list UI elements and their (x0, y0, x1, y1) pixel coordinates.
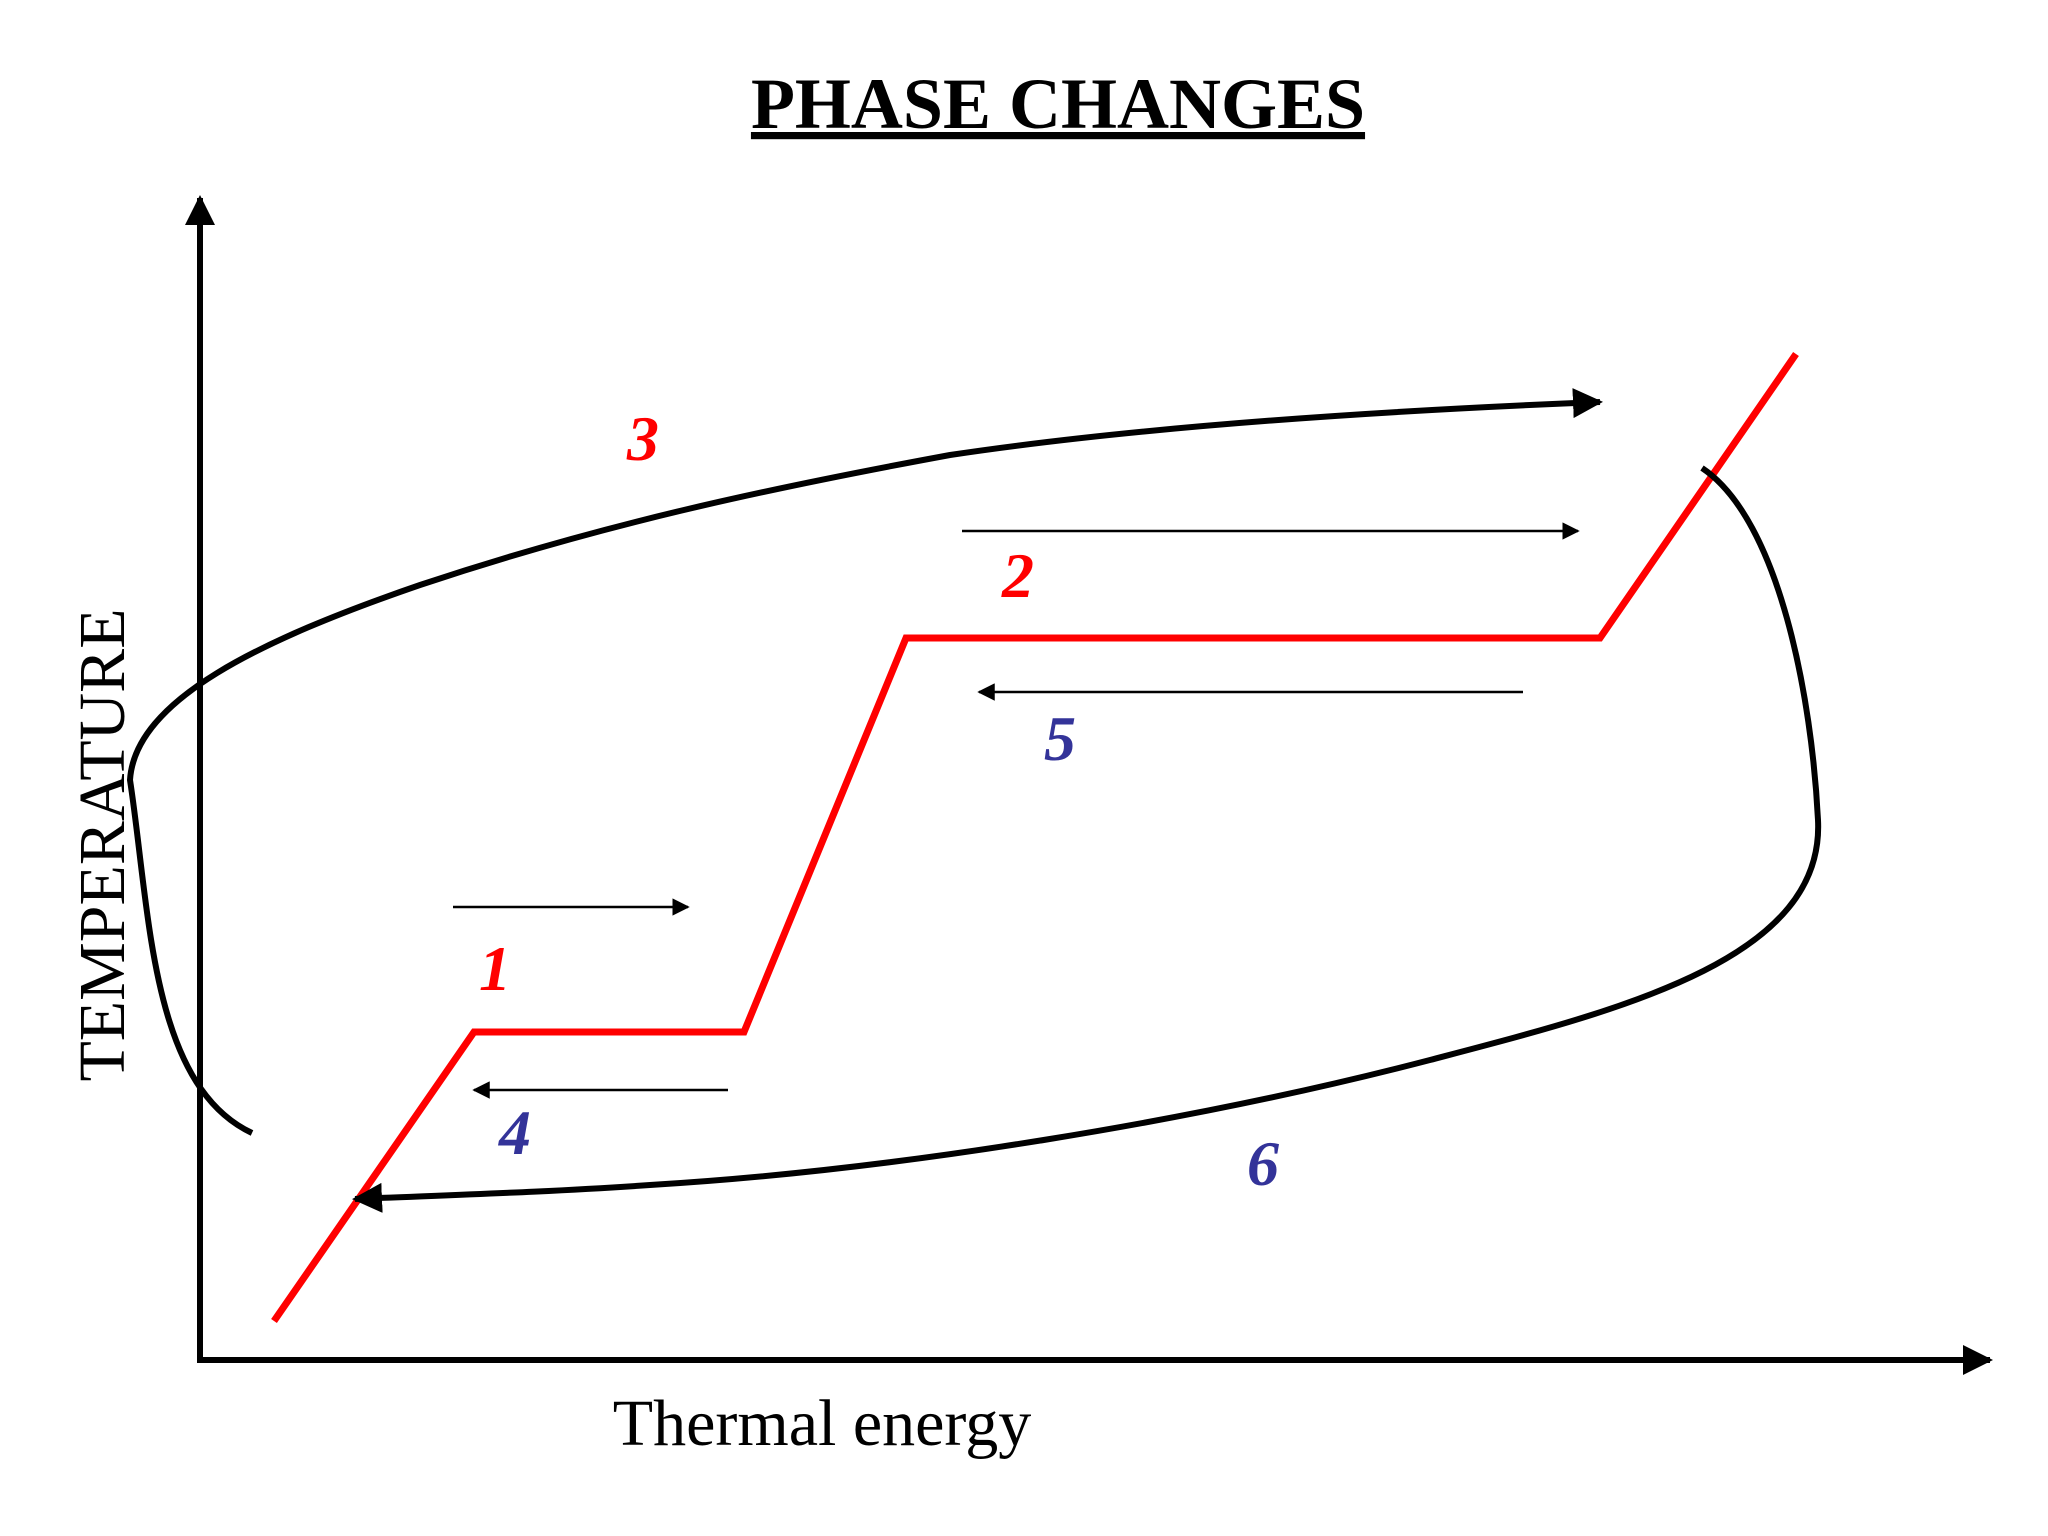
label-step-3: 3 (626, 403, 659, 474)
arrow-3-sublimation (126, 388, 1603, 1136)
label-step-2: 2 (1001, 540, 1034, 611)
y-axis-label: TEMPERATURE (66, 608, 139, 1081)
label-step-5: 5 (1044, 703, 1076, 774)
label-step-1: 1 (479, 933, 511, 1004)
diagram-title: PHASE CHANGES (751, 64, 1365, 144)
label-step-4: 4 (498, 1097, 531, 1168)
heating-curve (271, 352, 1799, 1323)
label-step-6: 6 (1247, 1128, 1279, 1199)
arrow-6-deposition (352, 465, 1822, 1213)
x-axis-label: Thermal energy (613, 1387, 1031, 1460)
